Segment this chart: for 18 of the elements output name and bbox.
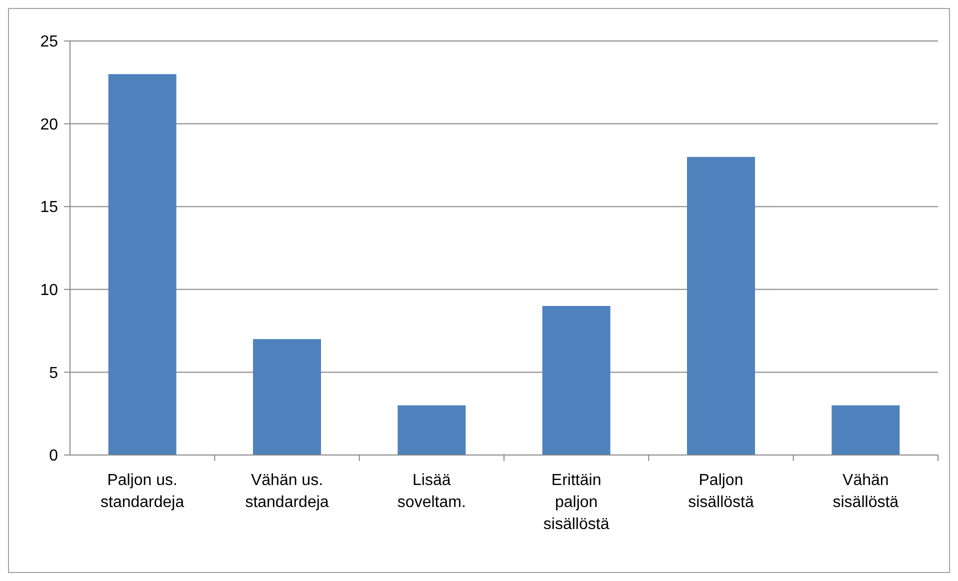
x-tick-label: Vähän us. standardeja: [245, 472, 329, 511]
x-tick-label: Lisää soveltam.: [397, 472, 466, 511]
bar: [832, 405, 900, 455]
y-tick-label: 0: [49, 448, 58, 465]
x-tick-label: Erittäin paljon sisällöstä: [543, 472, 610, 533]
x-tick-label: Paljon us. standardeja: [100, 472, 184, 511]
bar: [108, 74, 176, 455]
y-tick-label: 15: [40, 199, 58, 216]
y-tick-label: 20: [40, 116, 58, 134]
y-tick-label: 5: [49, 364, 58, 382]
bar: [687, 156, 755, 455]
x-tick-label: Paljon sisällöstä: [688, 472, 754, 511]
x-tick-label: Vähän sisällöstä: [832, 472, 899, 511]
bar: [542, 306, 610, 455]
y-tick-label: 25: [40, 34, 58, 51]
y-tick-label: 10: [40, 282, 58, 299]
bar: [253, 339, 321, 455]
bar: [398, 405, 466, 455]
